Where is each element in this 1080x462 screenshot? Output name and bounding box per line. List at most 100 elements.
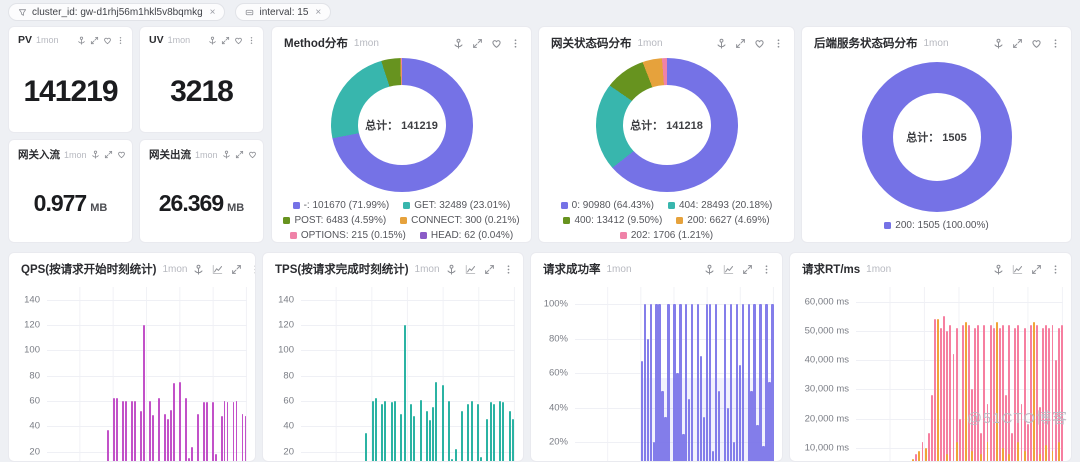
expand-icon[interactable] [1031,264,1042,275]
health-icon[interactable] [234,36,243,45]
qps-chart[interactable] [47,287,247,462]
pin-icon[interactable] [222,150,231,159]
chart-line-icon[interactable] [1012,264,1023,275]
y-tick-label: 40% [549,402,568,413]
pin-icon[interactable] [704,264,715,275]
legend-item[interactable]: CONNECT: 300 (0.21%) [400,214,519,227]
expand-icon[interactable] [735,38,746,49]
y-tick-label: 10,000 ms [805,442,849,453]
legend-item[interactable]: OPTIONS: 215 (0.15%) [290,229,406,242]
legend-item[interactable]: HEAD: 62 (0.04%) [420,229,513,242]
panel-time-range: 1mon [36,35,59,45]
donut-total-label: 总计： 141218 [596,58,738,192]
y-tick-label: 40 [283,421,294,432]
site-watermark: @51CTO博客 [967,407,1068,428]
legend-item[interactable]: POST: 6483 (4.59%) [283,214,386,227]
y-tick-label: 140 [278,294,294,305]
panel-time-range: 1mon [415,264,440,275]
pin-icon[interactable] [716,38,727,49]
more-icon[interactable] [773,38,784,49]
expand-icon[interactable] [472,38,483,49]
more-icon[interactable] [261,150,264,159]
panel-title: 请求RT/ms [802,261,860,277]
panel-title: 网关出流 [149,147,191,162]
close-icon[interactable]: × [315,7,321,18]
request-rt-chart[interactable] [856,287,1063,462]
pin-icon[interactable] [446,264,457,275]
legend-item[interactable]: 202: 1706 (1.21%) [620,229,713,242]
donut-ring[interactable]: 总计： 141218 [596,58,738,192]
pin-icon[interactable] [993,264,1004,275]
success-rate-chart[interactable] [575,287,774,462]
filter-chip-interval[interactable]: interval: 15 × [235,3,331,21]
expand-icon[interactable] [221,36,230,45]
panel-gateway-outflow: 网关出流 1mon 26.369 MB [139,139,264,243]
bar [706,304,708,462]
more-icon[interactable] [1050,264,1061,275]
health-icon[interactable] [117,150,126,159]
bar [641,361,643,462]
more-icon[interactable] [761,264,772,275]
expand-icon[interactable] [742,264,753,275]
expand-icon[interactable] [231,264,242,275]
pin-icon[interactable] [208,36,217,45]
chart-line-icon[interactable] [723,264,734,275]
more-icon[interactable] [130,150,133,159]
more-icon[interactable] [250,264,256,275]
legend-item[interactable]: 200: 1505 (100.00%) [884,219,988,232]
more-icon[interactable] [116,36,125,45]
chart-line-icon[interactable] [212,264,223,275]
more-icon[interactable] [503,264,514,275]
close-icon[interactable]: × [210,7,216,18]
y-tick-label: 50,000 ms [805,325,849,336]
pin-icon[interactable] [453,38,464,49]
chart-legend: -: 101670 (71.99%) GET: 32489 (23.01%) POS… [272,199,531,242]
donut-ring[interactable]: 总计： 1505 [862,62,1012,212]
expand-icon[interactable] [104,150,113,159]
expand-icon[interactable] [235,150,244,159]
bar [709,304,711,462]
expand-icon[interactable] [90,36,99,45]
inflow-unit: MB [90,202,107,214]
chart-legend: 200: 1505 (100.00%) [878,219,994,232]
health-icon[interactable] [103,36,112,45]
donut-total-label: 总计： 141219 [331,58,473,192]
filter-bar: cluster_id: gw-d1rhj56m1hkl5v8bqmkg × in… [8,3,331,21]
legend-item[interactable]: -: 101670 (71.99%) [293,199,390,212]
filter-chip-cluster-id[interactable]: cluster_id: gw-d1rhj56m1hkl5v8bqmkg × [8,3,225,21]
legend-item[interactable]: 0: 90980 (64.43%) [561,199,654,212]
expand-icon[interactable] [484,264,495,275]
health-icon[interactable] [1031,38,1042,49]
panel-uv: UV 1mon 3218 [139,26,264,133]
health-icon[interactable] [248,150,257,159]
health-icon[interactable] [491,38,502,49]
more-icon[interactable] [510,38,521,49]
bar [712,451,714,462]
bar [512,419,514,462]
expand-icon[interactable] [1012,38,1023,49]
pin-icon[interactable] [993,38,1004,49]
panel-gateway-status-distribution: 网关状态码分布 1mon 总计： 141218 0: 90980 (64.43%… [538,26,795,243]
legend-item[interactable]: GET: 32489 (23.01%) [403,199,510,212]
legend-item[interactable]: 400: 13412 (9.50%) [563,214,662,227]
donut-ring[interactable]: 总计： 141219 [331,58,473,192]
health-icon[interactable] [754,38,765,49]
y-tick-label: 100% [544,299,568,310]
chart-line-icon[interactable] [465,264,476,275]
panel-gateway-inflow: 网关入流 1mon 0.977 MB [8,139,133,243]
pin-icon[interactable] [77,36,86,45]
chart-legend: 0: 90980 (64.43%) 404: 28493 (20.18%) 400:… [539,199,794,242]
more-icon[interactable] [247,36,256,45]
legend-item[interactable]: 200: 6627 (4.69%) [676,214,769,227]
bar [756,425,758,462]
pin-icon[interactable] [91,150,100,159]
bar [765,304,767,462]
bar [703,417,705,462]
panel-time-range: 1mon [638,38,663,49]
legend-item[interactable]: 404: 28493 (20.18%) [668,199,772,212]
bar [715,304,717,462]
tps-chart[interactable] [301,287,515,462]
pin-icon[interactable] [193,264,204,275]
more-icon[interactable] [1050,38,1061,49]
